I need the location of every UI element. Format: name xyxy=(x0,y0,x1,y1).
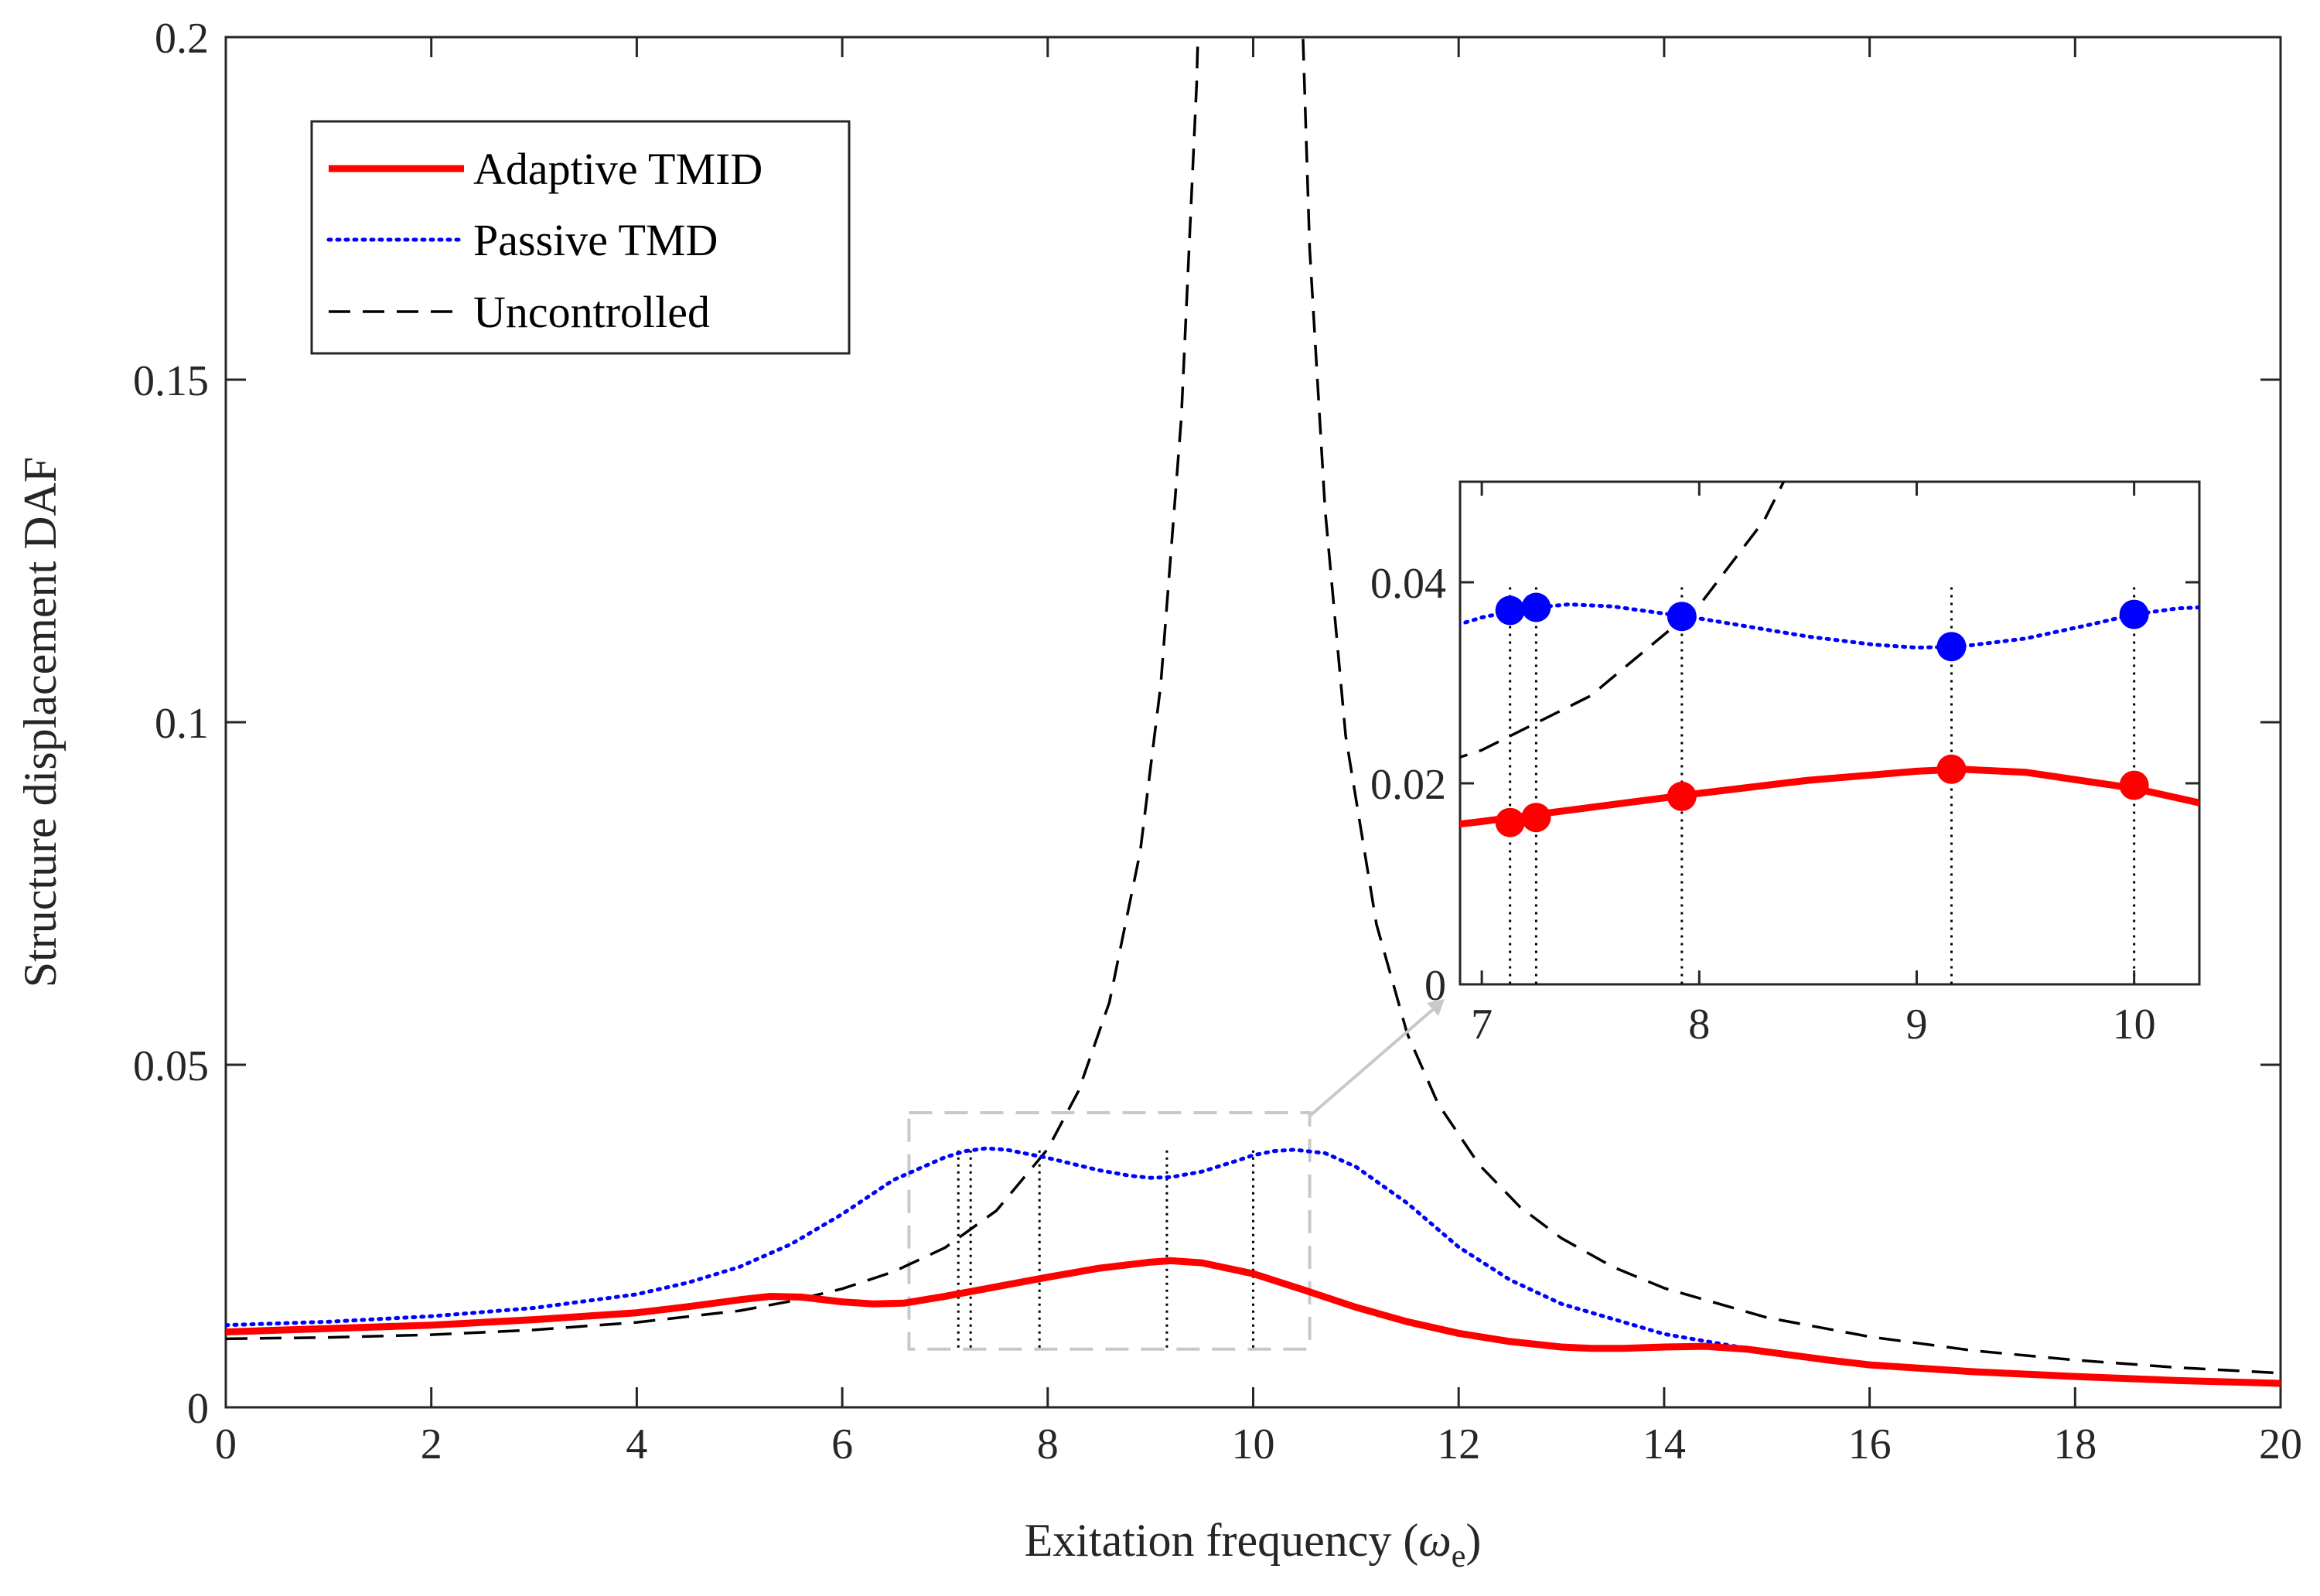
x-tick-label-0: 0 xyxy=(215,1420,237,1468)
zoom-arrow-head xyxy=(1427,999,1445,1016)
y-tick-label-0: 0 xyxy=(187,1385,209,1433)
series-line-adaptive-tmid xyxy=(226,1257,2281,1387)
x-tick-label-10: 20 xyxy=(2259,1420,2302,1468)
inset-plot-frame xyxy=(1459,480,2201,986)
x-tick-label-4: 8 xyxy=(1037,1420,1059,1468)
x-axis-title-text: Exitation frequency ( xyxy=(1025,1515,1419,1566)
inset-x-tick-label-1: 8 xyxy=(1688,1001,1710,1049)
inset-series-line-adaptive-tmid xyxy=(1460,766,2199,828)
x-tick-label-9: 18 xyxy=(2053,1420,2097,1468)
x-tick-label-5: 10 xyxy=(1232,1420,1275,1468)
legend-box xyxy=(310,120,851,355)
x-tick-label-2: 4 xyxy=(626,1420,647,1468)
x-tick-label-3: 6 xyxy=(831,1420,853,1468)
inset-x-tick-label-2: 9 xyxy=(1905,1001,1927,1049)
y-tick-label-3: 0.15 xyxy=(133,357,209,405)
main-axis-ticks: 0 2 4 6 8 10 12 14 16 18 20 0 0.05 0.1 0.15 0.2 xyxy=(133,15,2302,1468)
series-line-uncontrolled xyxy=(226,37,2281,1375)
legend-label-passive: Passive TMD xyxy=(473,215,718,265)
inset-plot-marks xyxy=(1460,482,2199,984)
marker-passive-tmd-0 xyxy=(1495,595,1525,626)
legend-label-uncontrolled: Uncontrolled xyxy=(473,287,710,337)
marker-adaptive-tmid-3 xyxy=(1936,754,1967,784)
zoom-arrow-line xyxy=(1309,1000,1444,1117)
marker-adaptive-tmid-0 xyxy=(1495,807,1525,837)
inset-x-tick-label-0: 7 xyxy=(1471,1001,1493,1049)
marker-adaptive-tmid-1 xyxy=(1521,803,1551,833)
legend: Adaptive TMID Passive TMD Uncontrolled xyxy=(310,120,851,355)
marker-adaptive-tmid-4 xyxy=(2119,770,2149,800)
omega-subscript: e xyxy=(1452,1539,1466,1574)
marker-adaptive-tmid-2 xyxy=(1667,781,1697,811)
series-line-passive-tmd xyxy=(226,1146,2281,1386)
y-tick-label-4: 0.2 xyxy=(155,15,209,63)
zoom-arrow xyxy=(1309,999,1445,1117)
omega-symbol: ω xyxy=(1418,1515,1451,1566)
inset-x-tick-label-3: 10 xyxy=(2113,1001,2156,1049)
y-tick-label-2: 0.1 xyxy=(155,700,209,748)
x-tick-label-6: 12 xyxy=(1437,1420,1480,1468)
zoom-region-box xyxy=(907,1111,1312,1351)
x-tick-label-1: 2 xyxy=(421,1420,442,1468)
x-axis-title-close: ) xyxy=(1465,1515,1481,1566)
x-tick-label-7: 14 xyxy=(1643,1420,1686,1468)
main-plot-marks xyxy=(226,37,2281,1387)
y-tick-label-1: 0.05 xyxy=(133,1042,209,1090)
y-axis-title: Structure displacement DAF xyxy=(15,457,66,988)
marker-passive-tmd-1 xyxy=(1521,592,1551,622)
marker-passive-tmd-4 xyxy=(2119,599,2149,629)
x-axis-title: Exitation frequency (ωe) xyxy=(1025,1515,1482,1574)
x-tick-label-8: 16 xyxy=(1848,1420,1892,1468)
marker-passive-tmd-2 xyxy=(1667,602,1697,632)
inset-y-tick-label-1: 0.02 xyxy=(1370,761,1446,809)
legend-label-adaptive: Adaptive TMID xyxy=(473,144,763,194)
marker-passive-tmd-3 xyxy=(1936,632,1967,662)
inset-y-tick-label-2: 0.04 xyxy=(1370,560,1446,608)
